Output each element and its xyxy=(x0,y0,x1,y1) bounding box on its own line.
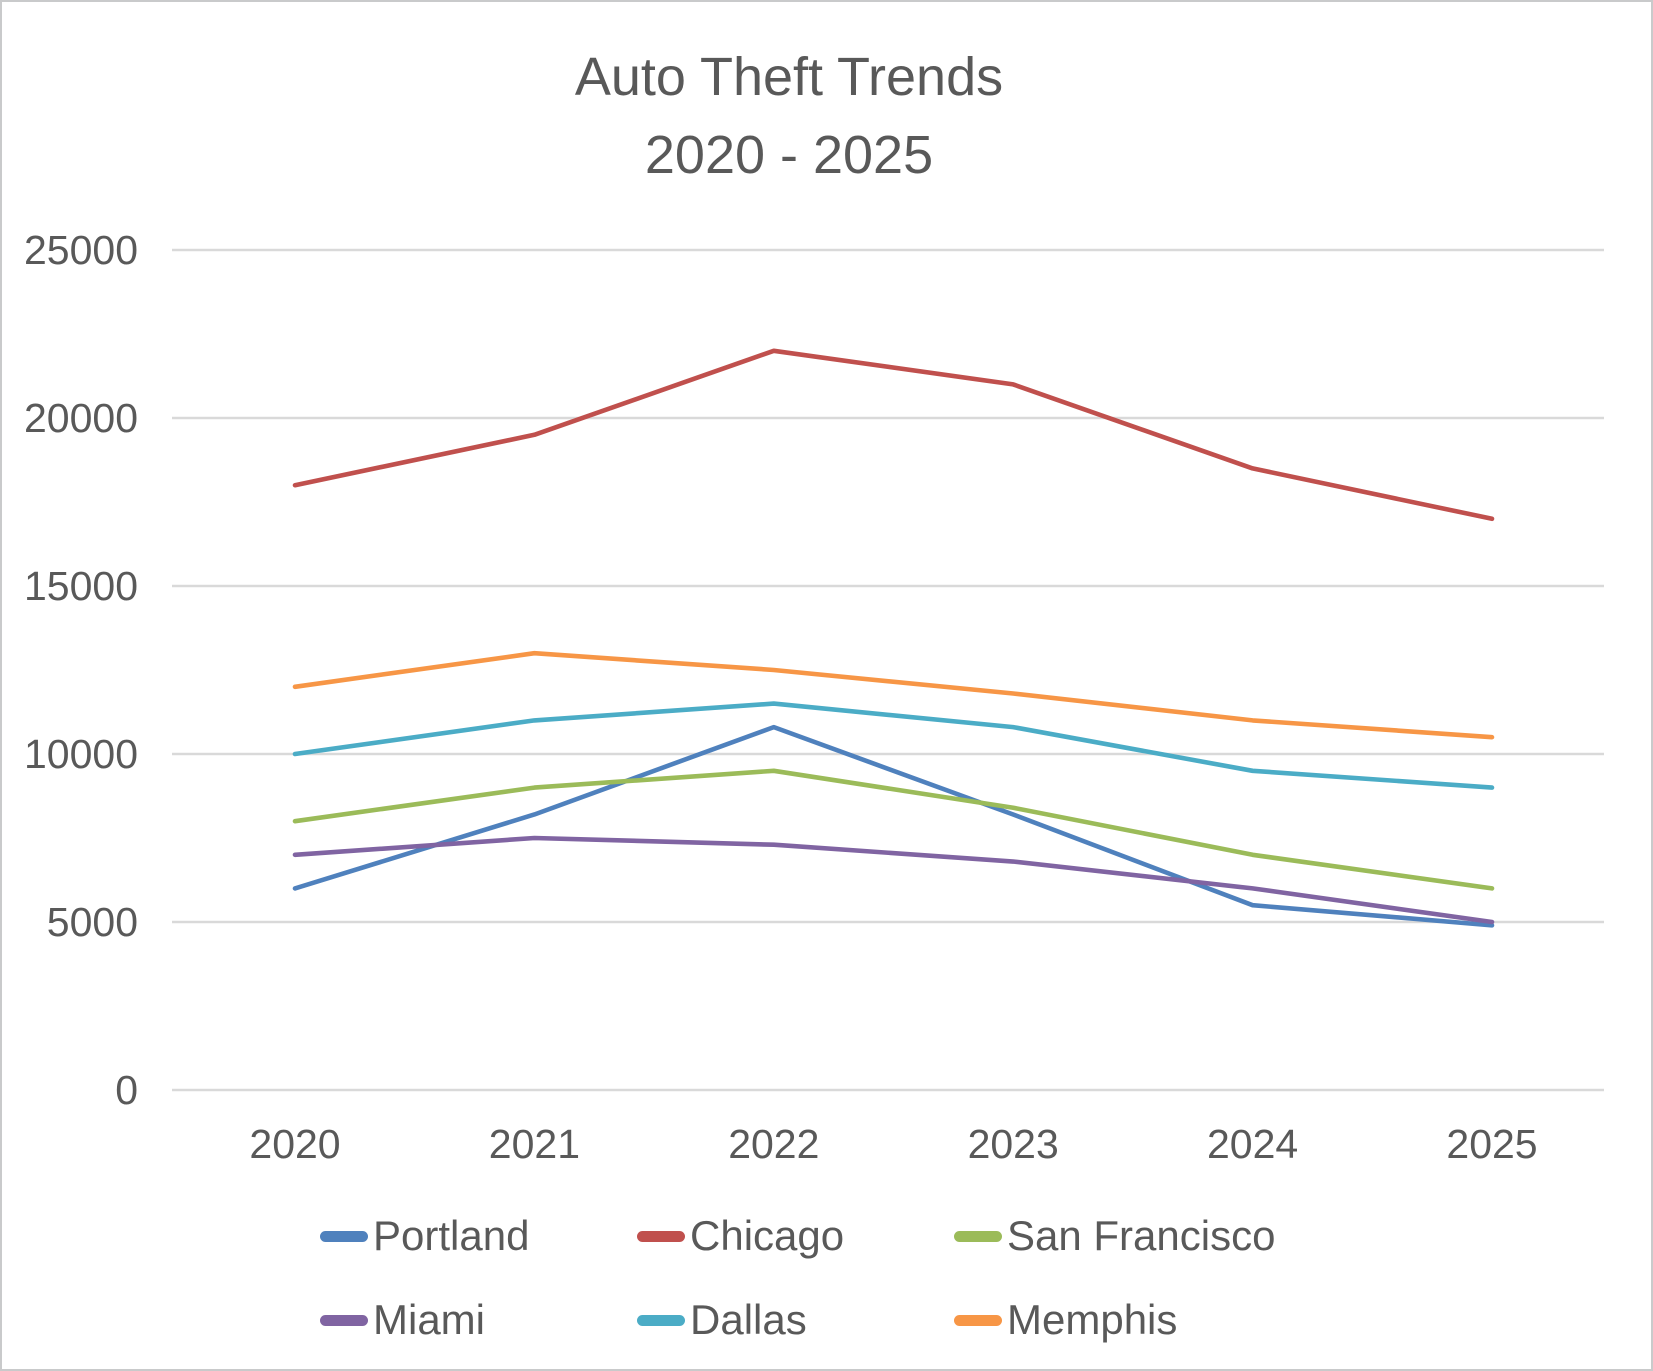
y-axis-tick-label: 10000 xyxy=(23,731,138,777)
y-axis-tick-label: 5000 xyxy=(46,899,138,945)
x-axis-tick-label: 2023 xyxy=(967,1121,1059,1167)
legend-label: Miami xyxy=(373,1296,485,1343)
x-axis-tick-label: 2022 xyxy=(728,1121,820,1167)
legend-item-chicago[interactable]: Chicago xyxy=(637,1212,844,1260)
series-line-memphis[interactable] xyxy=(292,650,1495,740)
series-line-san-francisco[interactable] xyxy=(292,768,1495,891)
y-axis-tick-label: 0 xyxy=(115,1067,138,1113)
y-axis-tick-label: 20000 xyxy=(23,395,138,441)
legend-label: Chicago xyxy=(690,1212,845,1259)
legend-swatch-icon xyxy=(954,1230,1002,1242)
chart-title: Auto Theft Trends 2020 - 2025 xyxy=(2,38,1576,194)
series-line-chicago[interactable] xyxy=(292,348,1495,522)
legend-swatch-icon xyxy=(637,1230,685,1242)
series-line-dallas[interactable] xyxy=(292,701,1495,790)
y-axis-tick-label: 15000 xyxy=(23,563,138,609)
legend-item-san-francisco[interactable]: San Francisco xyxy=(954,1212,1275,1260)
y-axis-tick-label: 25000 xyxy=(23,227,138,273)
legend-label: Memphis xyxy=(1007,1296,1178,1343)
legend-label: Dallas xyxy=(690,1296,807,1343)
legend-item-dallas[interactable]: Dallas xyxy=(637,1296,807,1344)
legend-swatch-icon xyxy=(320,1314,368,1326)
series-line-miami[interactable] xyxy=(292,835,1495,925)
x-axis-tick-label: 2020 xyxy=(249,1121,341,1167)
legend-label: Portland xyxy=(373,1212,530,1259)
legend-swatch-icon xyxy=(954,1314,1002,1326)
legend-item-portland[interactable]: Portland xyxy=(320,1212,529,1260)
legend-label: San Francisco xyxy=(1007,1212,1276,1259)
series-line-portland[interactable] xyxy=(292,724,1495,928)
x-axis-tick-label: 2025 xyxy=(1446,1121,1538,1167)
legend-swatch-icon xyxy=(320,1230,368,1242)
gridlines xyxy=(172,248,1604,1092)
legend-swatch-icon xyxy=(637,1314,685,1326)
x-axis-tick-label: 2024 xyxy=(1206,1121,1299,1167)
legend-item-miami[interactable]: Miami xyxy=(320,1296,485,1344)
x-axis-tick-label: 2021 xyxy=(488,1121,580,1167)
chart-title-line2: 2020 - 2025 xyxy=(644,125,934,185)
legend-item-memphis[interactable]: Memphis xyxy=(954,1296,1177,1344)
chart-title-line1: Auto Theft Trends xyxy=(574,47,1004,107)
series-lines xyxy=(292,348,1495,928)
